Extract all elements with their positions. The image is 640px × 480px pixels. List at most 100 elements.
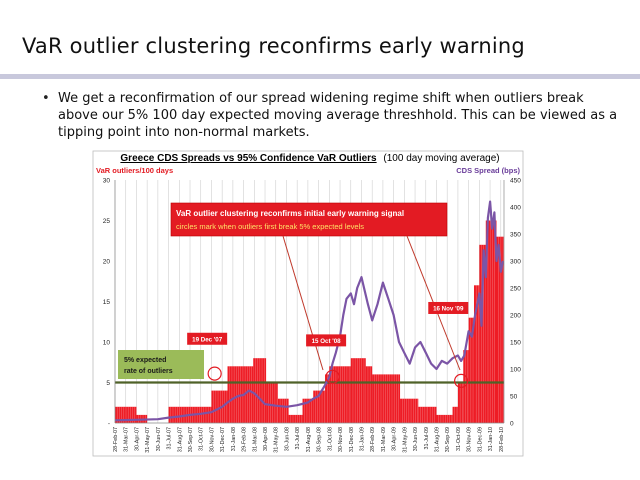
x-tick-label: 31-Jul-07: [167, 427, 173, 449]
x-tick-label: 31-Aug-08: [306, 427, 312, 452]
x-tick-label: 30-Sep-08: [317, 427, 323, 452]
x-tick-label: 30-Nov-07: [209, 427, 215, 452]
x-tick-label: 31-Mar-07: [124, 427, 130, 452]
right-tick-label: 350: [510, 232, 521, 239]
x-tick-label: 28-Feb-09: [370, 427, 376, 452]
x-tick-label: 31-Jul-09: [424, 427, 430, 449]
date-annotation: 15 Oct '08: [306, 334, 347, 347]
outlier-bar: [329, 366, 351, 423]
outlier-bar: [365, 366, 373, 423]
outlier-bar: [457, 382, 464, 423]
bullet-text: We get a reconfirmation of our spread wi…: [58, 91, 618, 140]
right-tick-label: 50: [510, 394, 518, 401]
threshold-label-line-2: rate of outliers: [124, 368, 173, 375]
x-tick-label: 31-Oct-07: [199, 427, 205, 451]
right-tick-label: 250: [510, 286, 521, 293]
x-tick-label: 31-Dec-09: [477, 427, 483, 452]
outlier-bar: [452, 406, 458, 423]
callout-background: [170, 202, 448, 237]
threshold-label: 5% expected rate of outliers: [124, 357, 173, 375]
right-tick-label: 0: [510, 421, 514, 428]
x-tick-label: 30-Sep-07: [188, 427, 194, 452]
outlier-bar: [473, 285, 480, 423]
x-tick-label: 31-May-09: [402, 427, 408, 453]
x-tick-label: 30-Jun-08: [284, 427, 290, 451]
x-tick-label: 31-Jan-10: [488, 427, 494, 451]
left-tick-label: 15: [103, 299, 111, 306]
left-tick-label: 25: [103, 218, 111, 225]
outlier-bar: [266, 382, 278, 423]
right-axis-label: CDS Spread (bps): [456, 166, 520, 175]
left-axis-label: VaR outliers/100 days: [96, 166, 173, 175]
x-tick-label: 31-May-07: [145, 427, 151, 453]
x-tick-label: 28-Feb-10: [499, 427, 505, 452]
x-tick-label: 29-Feb-08: [242, 427, 248, 452]
date-annotation-box: [428, 301, 469, 314]
x-tick-label: 31-Dec-08: [349, 427, 355, 452]
cds-spread-line: [114, 200, 504, 422]
threshold-label-background: [118, 350, 204, 379]
date-annotation-label: 16 Nov '09: [433, 305, 464, 312]
right-tick-label: 450: [510, 178, 521, 185]
x-tick-label: 30-Jun-07: [156, 427, 162, 451]
x-axis-ticks: 28-Feb-07 31-Mar-07 30-Apr-07 31-May-07 30-J…: [113, 427, 505, 453]
threshold-label-line-1: 5% expected: [124, 357, 166, 364]
slide-title: VaR outlier clustering reconfirms early …: [22, 34, 525, 58]
outlier-bar: [288, 414, 303, 423]
x-tick-label: 31-Jan-09: [359, 427, 365, 451]
x-tick-label: 31-Dec-07: [220, 427, 226, 452]
x-tick-label: 30-Nov-08: [338, 427, 344, 452]
x-tick-label: 31-Jul-08: [295, 427, 301, 449]
outlier-bar: [313, 390, 326, 423]
title-rule: [0, 74, 640, 79]
x-tick-label: 31-Jan-08: [231, 427, 237, 451]
date-annotation: 16 Nov '09: [428, 301, 469, 314]
outlier-bar: [436, 414, 453, 423]
callout-subtext: circles mark when outliers first break 5…: [176, 222, 364, 231]
chart-title: Greece CDS Spreads vs 95% Confidence VaR…: [120, 153, 499, 164]
outlier-bar: [485, 220, 497, 423]
right-axis-ticks: 0 50 100 150 200 250 300 350 400 450: [510, 178, 521, 428]
outlier-bar: [350, 358, 366, 423]
outlier-bar: [463, 350, 469, 423]
right-tick-label: 300: [510, 259, 521, 266]
date-annotations: 19 Dec '07 15 Oct '08 16 Nov '09: [187, 301, 469, 347]
outlier-bar: [479, 244, 486, 423]
bullet-text-block: • We get a reconfirmation of our spread …: [42, 90, 618, 141]
callout-headline: VaR outlier clustering reconfirms initia…: [176, 209, 404, 218]
callout-box: VaR outlier clustering reconfirms initia…: [170, 202, 448, 237]
breakout-circle: [207, 366, 222, 381]
threshold-label-box: 5% expected rate of outliers: [118, 350, 204, 379]
left-tick-label: 5: [106, 380, 110, 387]
outlier-bar: [211, 390, 228, 423]
date-annotation-label: 19 Dec '07: [192, 336, 223, 343]
right-tick-label: 100: [510, 367, 521, 374]
x-tick-label: 30-Apr-09: [392, 427, 398, 451]
outlier-bar: [468, 317, 474, 423]
breakout-circle: [325, 369, 340, 384]
outlier-bar: [418, 406, 428, 423]
x-tick-label: 31-Aug-07: [177, 427, 183, 452]
bullet-point-icon: •: [42, 91, 50, 106]
date-annotation-box: [306, 334, 347, 347]
x-tick-label: 31-Oct-09: [456, 427, 462, 451]
left-tick-label: 20: [103, 259, 111, 266]
outlier-bar: [277, 398, 289, 423]
left-axis-ticks: - 5 10 15 20 25 30: [103, 178, 111, 428]
chart-title-main: Greece CDS Spreads vs 95% Confidence VaR…: [120, 153, 377, 164]
right-tick-label: 150: [510, 340, 521, 347]
date-annotation-label: 15 Oct '08: [312, 338, 342, 345]
callout-arrow-1: [282, 235, 324, 371]
x-tick-label: 31-Oct-08: [327, 427, 333, 451]
x-tick-label: 30-Jun-09: [413, 427, 419, 451]
x-tick-label: 30-Nov-09: [467, 427, 473, 452]
left-tick-label: -: [108, 421, 110, 428]
x-tick-label: 31-May-08: [274, 427, 280, 453]
date-annotation-box: [187, 332, 228, 345]
x-tick-label: 30-Apr-07: [134, 427, 140, 451]
x-tick-label: 31-Aug-09: [434, 427, 440, 452]
x-tick-label: 28-Feb-07: [113, 427, 119, 452]
left-tick-label: 30: [103, 178, 111, 185]
x-tick-label: 31-Mar-09: [381, 427, 387, 452]
